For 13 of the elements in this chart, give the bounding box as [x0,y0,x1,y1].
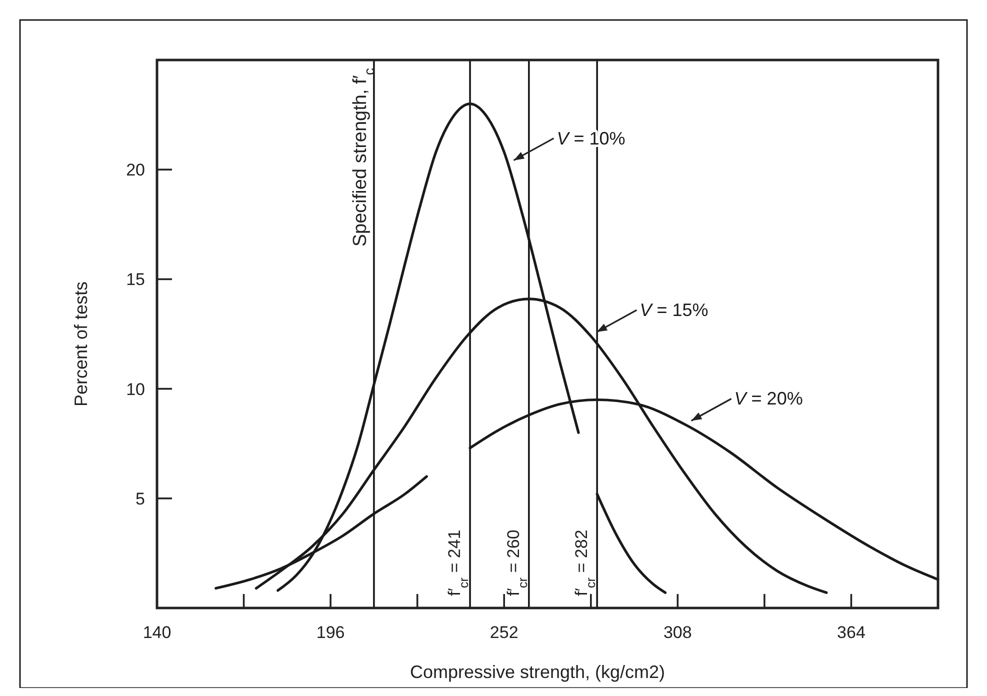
y-tick-label: 20 [126,160,145,180]
x-tick-label: 196 [316,623,345,642]
x-axis-title: Compressive strength, (kg/cm2) [410,662,666,682]
x-tick-label: 364 [837,623,866,642]
y-axis-title: Percent of tests [71,281,91,407]
y-tick-label: 15 [126,270,145,290]
x-tick-label: 308 [663,623,692,642]
y-tick-label: 5 [136,489,145,508]
y-tick-label: 10 [126,380,145,399]
legend-label: V = 15% [640,300,708,320]
x-tick-label: 252 [490,623,518,642]
legend-label: V = 20% [734,388,803,409]
x-tick-label: 140 [142,623,172,642]
